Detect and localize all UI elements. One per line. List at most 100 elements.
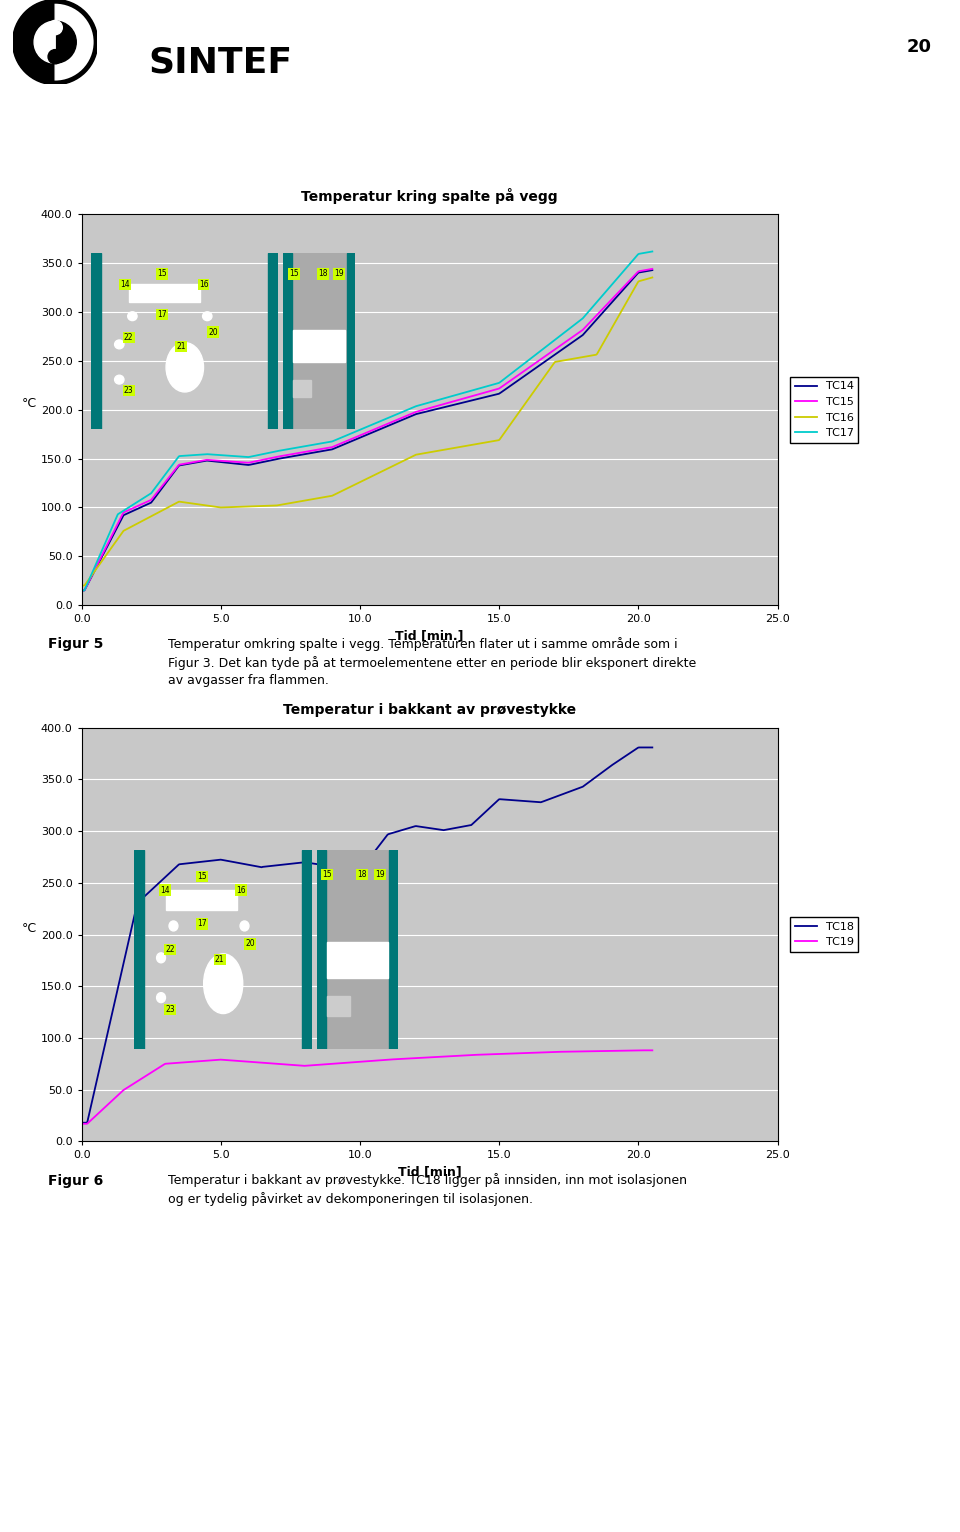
Wedge shape [55,2,96,83]
TC19 [646,1042,658,1060]
Text: 18: 18 [357,870,367,879]
Wedge shape [55,21,76,63]
Text: 14: 14 [120,280,130,290]
Bar [129,285,200,302]
Text: 15: 15 [289,270,299,279]
Circle shape [48,20,62,35]
Circle shape [169,921,178,931]
Text: Temperatur i bakkant av prøvestykke. TC18 ligger på innsiden, inn mot isolasjone: Temperatur i bakkant av prøvestykke. TC1… [168,1174,687,1206]
TC14 [177,455,188,473]
Text: Figur 5: Figur 5 [48,637,104,651]
TC14 [646,260,658,279]
TC19 [177,1054,188,1072]
Text: 17: 17 [197,919,206,928]
Bar [327,942,388,977]
Bar [283,253,292,429]
X-axis label: Tid [min]: Tid [min] [397,1166,462,1180]
TC14 [223,453,234,472]
Bar [294,380,311,397]
Text: 18: 18 [318,270,327,279]
Text: 17: 17 [157,309,167,319]
TC16 [457,437,468,455]
Legend: TC18, TC19: TC18, TC19 [790,918,858,951]
Line: TC19: TC19 [82,1051,652,1124]
TC19 [223,1051,234,1069]
Bar [166,890,237,910]
TC16 [76,576,87,594]
Text: SINTEF: SINTEF [149,46,293,80]
Circle shape [114,375,124,385]
TC15 [646,260,658,279]
TC15 [76,581,87,599]
Text: Figur 6: Figur 6 [48,1174,104,1187]
TC18 [506,791,517,809]
Bar [268,253,278,429]
TC16 [412,446,423,464]
Text: 22: 22 [124,332,133,342]
TC15 [457,389,468,408]
TC18 [634,738,645,757]
Title: Temperatur kring spalte på vegg: Temperatur kring spalte på vegg [301,187,558,204]
Circle shape [177,372,185,380]
Circle shape [128,313,137,320]
Title: Temperatur i bakkant av prøvestykke: Temperatur i bakkant av prøvestykke [283,703,576,717]
Text: 16: 16 [199,280,208,290]
TC17 [457,385,468,403]
TC14 [457,394,468,412]
Bar [390,850,398,1049]
TC18 [334,858,346,876]
TC19 [76,1115,87,1134]
Bar [327,996,350,1016]
Text: 15: 15 [323,870,332,879]
Text: Temperatur omkring spalte i vegg. Temperaturen flater ut i samme område som i
Fi: Temperatur omkring spalte i vegg. Temper… [168,637,696,686]
TC17 [334,429,346,447]
Circle shape [156,993,165,1002]
TC14 [412,404,423,423]
Bar [134,850,144,1049]
TC18 [412,817,423,835]
Bar [302,850,312,1049]
TC17 [177,447,188,466]
TC18 [177,855,188,873]
TC17 [412,397,423,415]
Text: 19: 19 [334,270,345,279]
Legend: TC14, TC15, TC16, TC17: TC14, TC15, TC16, TC17 [790,377,858,443]
TC15 [506,371,517,389]
TC14 [334,437,346,455]
TC19 [334,1054,346,1072]
TC19 [634,1042,645,1060]
Text: 15: 15 [157,270,167,279]
TC16 [646,268,658,286]
Bar [294,331,345,362]
Circle shape [156,953,165,962]
Line: TC15: TC15 [82,270,652,590]
TC14 [76,581,87,599]
Text: 20: 20 [245,939,254,948]
Y-axis label: °C: °C [22,397,37,409]
Ellipse shape [204,954,243,1014]
TC16 [506,414,517,432]
TC14 [506,375,517,394]
TC17 [646,242,658,260]
TC15 [334,435,346,453]
Circle shape [203,313,212,320]
Bar [347,253,355,429]
TC15 [412,401,423,420]
Text: 20: 20 [906,38,931,57]
TC18 [646,738,658,757]
Line: TC14: TC14 [82,270,652,590]
TC15 [177,455,188,473]
Text: 21: 21 [177,342,186,351]
TC17 [223,446,234,464]
TC19 [506,1045,517,1063]
Bar [91,253,102,429]
Text: 23: 23 [165,1005,175,1014]
TC16 [177,493,188,512]
Text: 20: 20 [208,328,218,337]
TC19 [412,1049,423,1068]
Text: 23: 23 [124,386,133,395]
Circle shape [240,921,249,931]
Line: TC18: TC18 [82,748,652,1123]
Circle shape [215,988,224,999]
TC19 [457,1046,468,1065]
